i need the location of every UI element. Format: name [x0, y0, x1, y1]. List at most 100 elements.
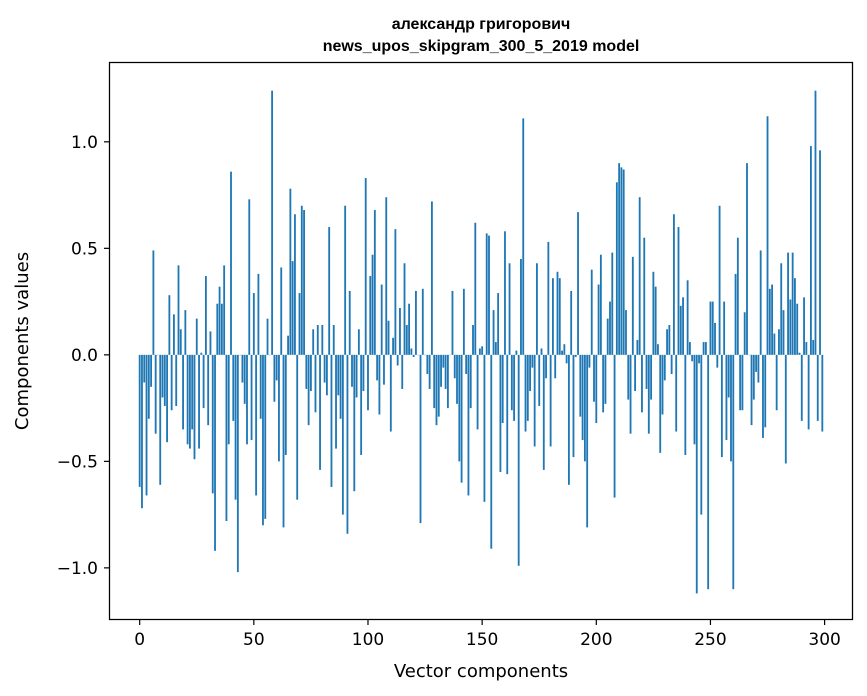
bar	[739, 354, 742, 411]
bar	[606, 318, 609, 355]
bar	[688, 342, 691, 355]
bar	[252, 293, 255, 355]
bar	[803, 297, 805, 355]
bar	[670, 354, 673, 375]
bar	[369, 276, 372, 355]
bar	[773, 333, 776, 355]
bar	[622, 169, 625, 355]
bar	[517, 354, 520, 566]
bar	[812, 339, 815, 355]
bar	[579, 354, 582, 417]
bar	[330, 354, 333, 487]
bar	[595, 354, 598, 424]
bar	[266, 318, 269, 355]
bar	[410, 348, 413, 355]
bar	[526, 354, 529, 421]
bar	[408, 303, 410, 355]
bar	[513, 354, 516, 421]
bar	[734, 273, 737, 355]
bar	[177, 265, 180, 355]
bar	[563, 344, 566, 355]
bar	[223, 265, 226, 355]
bar	[732, 354, 735, 590]
bar	[485, 233, 488, 355]
bar	[357, 329, 360, 355]
bar	[762, 354, 764, 438]
bar	[275, 354, 278, 381]
y-axis-label: Components values	[12, 252, 33, 430]
bar	[725, 354, 728, 441]
bar	[675, 354, 678, 432]
bar	[195, 318, 198, 355]
bar	[380, 284, 383, 355]
bar	[501, 354, 504, 424]
bar	[323, 354, 326, 383]
bar	[246, 354, 248, 445]
bar	[816, 354, 819, 421]
bar	[278, 354, 280, 462]
bar	[698, 354, 700, 364]
bar	[552, 278, 554, 355]
bar	[259, 354, 262, 419]
bar	[510, 354, 513, 411]
bar	[399, 307, 401, 355]
bar	[234, 354, 237, 500]
bar	[572, 354, 575, 458]
bar	[145, 354, 148, 496]
bar	[814, 90, 817, 355]
bar	[392, 337, 395, 355]
bar	[362, 354, 365, 392]
bar	[798, 352, 801, 355]
bar	[440, 354, 442, 387]
bar	[161, 354, 164, 398]
bar	[488, 235, 490, 355]
bar	[497, 293, 500, 355]
bar	[453, 354, 456, 379]
bar	[300, 205, 303, 355]
bar	[325, 354, 328, 396]
bar	[540, 348, 543, 355]
bar	[499, 354, 502, 473]
bar	[264, 354, 267, 519]
bar	[702, 342, 705, 355]
bar	[588, 354, 591, 368]
bar	[723, 301, 726, 355]
bar	[154, 354, 157, 434]
bar	[547, 241, 550, 355]
bar	[310, 354, 312, 392]
bar	[321, 325, 324, 355]
bar	[483, 354, 486, 502]
bar	[273, 354, 276, 402]
x-tick-label: 150	[466, 630, 498, 650]
bar	[636, 339, 639, 355]
x-tick-label: 100	[352, 630, 384, 650]
bar	[383, 354, 385, 385]
bar	[700, 354, 703, 515]
bar	[232, 354, 235, 421]
bar	[332, 325, 335, 355]
bar	[431, 201, 433, 355]
bar	[294, 214, 296, 355]
bar	[186, 354, 189, 445]
bar	[686, 280, 689, 355]
bar	[524, 354, 527, 432]
bar	[611, 252, 614, 355]
bar	[328, 227, 331, 355]
bar	[303, 209, 305, 355]
bar	[298, 293, 301, 355]
bar	[287, 335, 289, 355]
bar	[428, 354, 431, 389]
bar	[211, 354, 214, 494]
bar	[405, 325, 408, 355]
bar	[794, 278, 796, 355]
bar	[360, 354, 363, 455]
bar	[620, 167, 623, 355]
bar	[291, 261, 294, 355]
bar	[191, 354, 194, 430]
bar	[371, 254, 374, 355]
bar	[661, 354, 664, 415]
bar	[175, 354, 178, 406]
bar	[170, 354, 173, 411]
bar	[458, 354, 461, 462]
